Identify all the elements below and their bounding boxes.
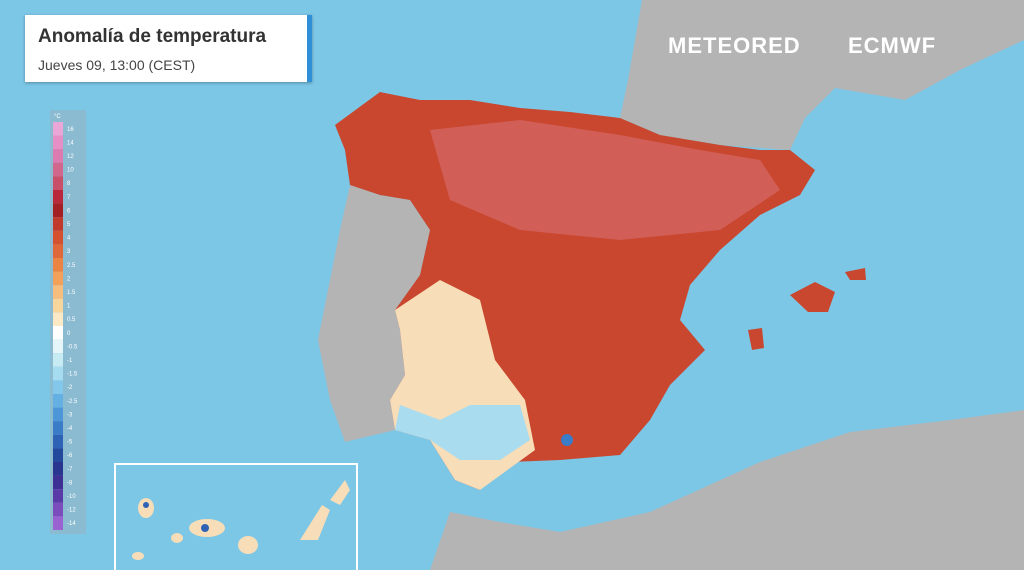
- legend-swatch: [53, 407, 63, 422]
- island: [132, 552, 144, 560]
- legend-swatch: [53, 298, 63, 313]
- island: [171, 533, 183, 543]
- legend-label: -10: [67, 494, 76, 500]
- cool-spot: [201, 524, 209, 532]
- legend-swatch: [53, 149, 63, 163]
- legend-swatch: [53, 448, 63, 462]
- legend-label: 3: [67, 249, 71, 255]
- legend-label: -14: [67, 521, 76, 527]
- legend-label: 0: [67, 331, 71, 337]
- portugal: [318, 185, 430, 442]
- cool-spot: [143, 502, 149, 508]
- legend-label: -4: [67, 426, 73, 432]
- france: [620, 0, 1024, 150]
- island: [300, 505, 330, 540]
- island: [238, 536, 258, 554]
- legend-swatch: [53, 339, 63, 354]
- legend-label: 7: [67, 195, 71, 201]
- partner-logo: ECMWF: [848, 33, 937, 58]
- legend-swatch: [53, 203, 63, 218]
- legend-label: 16: [67, 127, 74, 133]
- legend-label: -2.5: [67, 399, 78, 405]
- legend-swatch: [53, 366, 63, 381]
- menorca: [845, 268, 866, 280]
- legend-label: -12: [67, 508, 76, 514]
- legend-swatch: [53, 122, 63, 136]
- title-box: Anomalía de temperatura Jueves 09, 13:00…: [25, 15, 312, 82]
- warm-north: [430, 120, 780, 240]
- legend-label: 1.5: [67, 290, 76, 296]
- legend-swatch: [53, 394, 63, 408]
- legend-label: 8: [67, 181, 71, 187]
- legend-swatch: [53, 434, 63, 449]
- legend-label: 0.5: [67, 317, 76, 323]
- legend-label: -2: [67, 385, 73, 391]
- legend-label: -7: [67, 467, 73, 473]
- legend-swatch: [53, 258, 63, 272]
- legend-swatch: [53, 326, 63, 340]
- legend-swatch: [53, 230, 63, 245]
- legend-swatch: [53, 190, 63, 204]
- legend-swatch: [53, 135, 63, 150]
- legend-swatch: [53, 244, 63, 258]
- cool-spot: [561, 434, 573, 446]
- legend-label: 6: [67, 208, 71, 214]
- legend-swatch: [53, 217, 63, 231]
- legend-label: 4: [67, 236, 71, 242]
- legend-label: -5: [67, 440, 73, 446]
- africa: [430, 410, 1024, 570]
- legend-label: 5: [67, 222, 71, 228]
- legend-label: -6: [67, 453, 73, 459]
- legend-label: -1.5: [67, 372, 78, 378]
- legend-swatch: [53, 462, 63, 476]
- title: Anomalía de temperatura: [38, 26, 267, 47]
- legend-label: 10: [67, 168, 74, 174]
- legend-label: -1: [67, 358, 73, 364]
- legend-label: 12: [67, 154, 74, 160]
- legend-swatch: [53, 516, 63, 530]
- legend-label: -8: [67, 480, 73, 486]
- legend-swatch: [53, 176, 63, 190]
- legend-swatch: [53, 285, 63, 299]
- cool-patch: [395, 405, 530, 460]
- legend-unit: °C: [54, 114, 61, 120]
- legend-swatch: [53, 502, 63, 517]
- legend-swatch: [53, 380, 63, 394]
- brand-logo: METEORED: [668, 33, 801, 58]
- legend-swatch: [53, 421, 63, 435]
- legend-swatch: [53, 312, 63, 326]
- subtitle: Jueves 09, 13:00 (CEST): [38, 57, 196, 73]
- legend-label: 14: [67, 140, 74, 146]
- legend-label: -3: [67, 412, 73, 418]
- legend-label: 2.5: [67, 263, 76, 269]
- legend-swatch: [53, 489, 63, 503]
- legend: °C 16 14 12 10 8 7 6 5 4 3 2.5 2 1.5 1 0.5 0 -0.5 -1 -1.5 -2…: [50, 110, 86, 534]
- legend-swatch: [53, 162, 63, 177]
- island: [330, 480, 350, 505]
- legend-label: 2: [67, 276, 71, 282]
- legend-swatch: [53, 353, 63, 367]
- legend-label: 1: [67, 304, 71, 310]
- legend-label: -0.5: [67, 344, 78, 350]
- ibiza: [748, 328, 764, 350]
- legend-swatch: [53, 271, 63, 286]
- canary-inset: [114, 463, 358, 570]
- legend-swatch: [53, 475, 63, 490]
- mallorca: [790, 282, 835, 312]
